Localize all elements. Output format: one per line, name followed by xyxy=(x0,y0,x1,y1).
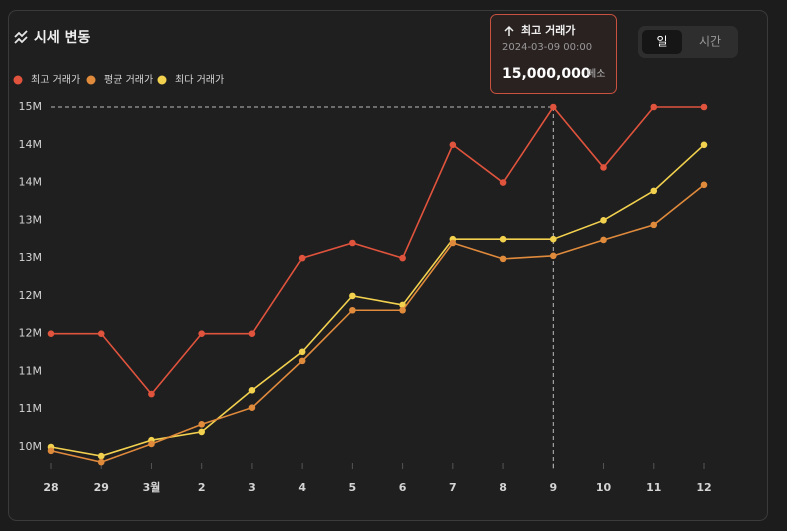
legend-marker xyxy=(157,75,167,85)
point xyxy=(449,239,457,247)
point xyxy=(499,179,507,186)
point xyxy=(248,330,256,337)
point xyxy=(298,348,306,356)
point xyxy=(349,292,356,300)
point xyxy=(248,404,256,412)
plot: 10M 11M 11M 12M 12M 13M 13M 14M 14M 15M 28 29 3월 2 3 4 5… xyxy=(13,74,712,494)
x-tick-label: 12 xyxy=(696,481,711,494)
point xyxy=(97,330,105,337)
y-tick-label: 11M xyxy=(19,364,43,377)
x-tick-label: 3월 xyxy=(143,480,161,494)
y-tick-label: 14M xyxy=(19,176,43,189)
y-tick-label: 12M xyxy=(19,327,43,340)
point xyxy=(97,458,105,466)
point xyxy=(499,235,507,243)
point xyxy=(198,428,205,436)
point xyxy=(650,187,658,195)
legend-label: 최다 거래가 xyxy=(175,74,224,86)
point xyxy=(298,357,306,365)
x-tick-label: 7 xyxy=(449,481,457,494)
y-tick-label: 10M xyxy=(19,440,43,453)
x-tick-label: 29 xyxy=(94,481,109,494)
chart-title: 시세 변동 xyxy=(34,30,91,46)
line xyxy=(50,184,705,463)
legend-marker xyxy=(86,75,96,85)
point xyxy=(600,217,607,224)
point xyxy=(650,221,658,229)
point xyxy=(700,103,708,111)
toggle-selected[interactable] xyxy=(642,30,682,54)
x-tick-label: 28 xyxy=(43,481,58,494)
point xyxy=(349,306,356,314)
point xyxy=(97,452,105,460)
point xyxy=(449,141,457,149)
point xyxy=(148,390,155,398)
x-tick-label: 9 xyxy=(549,481,557,494)
tooltip-date: 2024-03-09 00:00 xyxy=(502,42,592,53)
tooltip-arrow xyxy=(504,25,514,36)
point xyxy=(600,236,607,244)
tooltip-series: 최고 거래가 xyxy=(521,23,575,37)
point xyxy=(399,301,406,309)
point xyxy=(550,235,557,243)
point xyxy=(600,164,607,171)
y-tick-label: 13M xyxy=(19,213,43,226)
y-tick-label: 13M xyxy=(19,251,43,264)
point xyxy=(399,254,406,262)
legend-label: 최고 거래가 xyxy=(31,74,80,86)
toggle-option[interactable]: 일 xyxy=(656,35,667,49)
point xyxy=(550,103,557,111)
x-tick-label: 11 xyxy=(646,481,661,494)
point xyxy=(550,252,557,260)
line xyxy=(51,105,704,396)
toggle-option[interactable]: 시간 xyxy=(699,35,721,49)
point xyxy=(148,440,155,448)
point xyxy=(47,330,55,337)
title-icon xyxy=(14,30,28,44)
point xyxy=(198,421,205,428)
tooltip-unit: 메소 xyxy=(587,68,605,80)
x-tick-label: 10 xyxy=(596,481,612,494)
x-tick-label: 2 xyxy=(198,481,206,494)
y-tick-label: 14M xyxy=(19,138,43,151)
point xyxy=(499,255,507,263)
y-tick-label: 12M xyxy=(19,289,43,302)
point xyxy=(298,254,306,262)
y-tick-label: 11M xyxy=(19,402,43,415)
legend-label: 평균 거래가 xyxy=(104,74,153,86)
x-tick-label: 5 xyxy=(349,481,357,494)
point xyxy=(198,330,205,337)
line xyxy=(50,144,705,457)
point xyxy=(47,447,55,455)
x-tick-label: 8 xyxy=(499,481,507,494)
point xyxy=(248,387,256,394)
point xyxy=(399,306,406,314)
x-tick-label: 6 xyxy=(399,481,407,494)
point xyxy=(700,141,708,149)
y-tick-label: 15M xyxy=(19,100,43,113)
legend-marker xyxy=(13,75,23,85)
point xyxy=(349,239,356,247)
tooltip-value: 15,000,000 xyxy=(502,66,591,82)
point xyxy=(700,181,708,189)
tooltip xyxy=(490,14,617,94)
x-tick-label: 3 xyxy=(248,481,256,494)
x-tick-label: 4 xyxy=(298,481,306,494)
point xyxy=(650,103,658,111)
card xyxy=(8,10,768,521)
